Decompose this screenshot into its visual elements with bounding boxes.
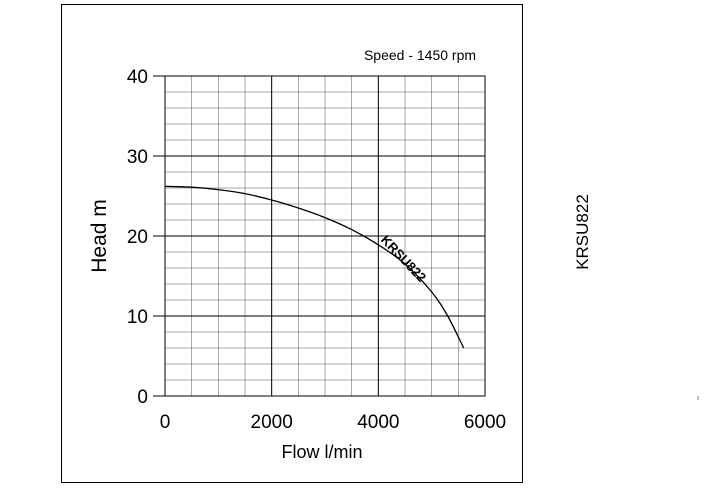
stray-mark [697, 396, 699, 400]
x-tick-labels: 0 2000 4000 6000 [160, 412, 506, 433]
y-tick-label: 0 [137, 387, 148, 408]
series-layer: KRSU822 [164, 185, 465, 349]
x-tick-label: 2000 [251, 412, 293, 433]
model-side-label: KRSU822 [573, 194, 592, 270]
x-tick-label: 6000 [464, 412, 506, 433]
y-tick-label: 40 [127, 67, 148, 88]
y-tick-label: 10 [127, 307, 148, 328]
y-tick-labels: 0 10 20 30 40 [127, 67, 165, 408]
x-axis-label: Flow l/min [281, 442, 362, 462]
y-tick-label: 30 [127, 147, 148, 168]
series-line [164, 185, 465, 349]
series-label: KRSU822 [378, 232, 429, 285]
y-axis-label: Head m [88, 199, 111, 273]
x-tick-label: 0 [160, 412, 171, 433]
chart-frame [61, 4, 523, 483]
speed-annotation: Speed - 1450 rpm [364, 47, 476, 63]
y-tick-label: 20 [127, 227, 148, 248]
x-tick-label: 4000 [357, 412, 399, 433]
